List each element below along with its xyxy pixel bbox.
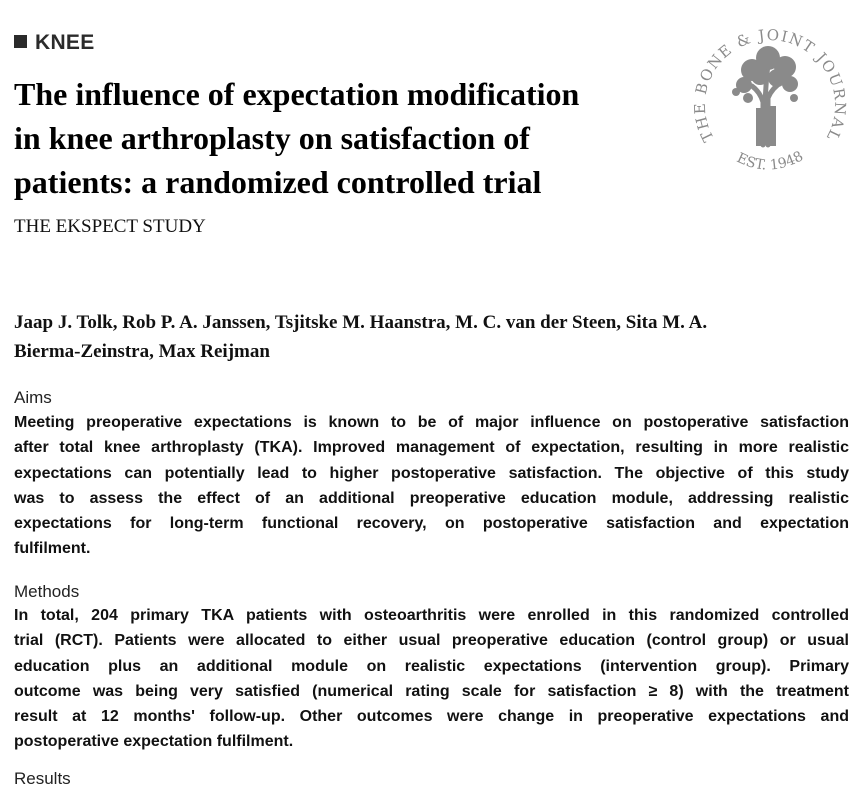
paragraph-line: trial (RCT). Patients were allocated to …: [14, 632, 849, 650]
paragraph-line: result at 12 months' follow-up. Other ou…: [14, 708, 849, 726]
paragraph-line: fulfilment.: [14, 540, 91, 558]
methods-heading: Methods: [14, 582, 80, 601]
paragraph-line: In total, 204 primary TKA patients with …: [14, 607, 849, 624]
paragraph-line: outcome was being very satisfied (numeri…: [14, 682, 849, 700]
title-line: The influence of expectation modificatio…: [14, 76, 580, 112]
logo-established-text: EST. 1948: [734, 148, 806, 173]
author-list: Jaap J. Tolk, Rob P. A. Janssen, Tsjitsk…: [14, 308, 844, 366]
paragraph-line: postoperative expectation fulfilment.: [14, 733, 294, 751]
title-line: in knee arthroplasty on satisfaction of: [14, 120, 530, 156]
article-subtitle: THE EKSPECT STUDY: [14, 216, 206, 237]
aims-heading: Aims: [14, 388, 52, 407]
author-line: Bierma-Zeinstra, Max Reijman: [14, 341, 270, 362]
title-line: patients: a randomized controlled trial: [14, 164, 542, 200]
methods-paragraph: In total, 204 primary TKA patients with …: [14, 603, 849, 755]
author-line: Jaap J. Tolk, Rob P. A. Janssen, Tsjitsk…: [14, 312, 708, 333]
aims-paragraph: Meeting preoperative expectations is kno…: [14, 410, 849, 562]
article-title: The influence of expectation modificatio…: [14, 72, 654, 204]
paragraph-line: after total knee arthroplasty (TKA). Imp…: [14, 439, 849, 457]
paragraph-line: expectations can potentially lead to hig…: [14, 464, 849, 482]
results-heading: Results: [14, 769, 71, 788]
tree-icon: [732, 46, 798, 148]
journal-logo: THE BONE & JOINT JOURNAL EST. 1948: [691, 26, 848, 174]
paragraph-line: Meeting preoperative expectations is kno…: [14, 414, 849, 431]
square-bullet-icon: [14, 35, 27, 48]
section-label-text: KNEE: [35, 31, 95, 54]
section-label: KNEE: [14, 31, 95, 55]
paragraph-line: expectations for long-term functional re…: [14, 515, 849, 533]
paragraph-line: was to assess the effect of an additiona…: [14, 489, 849, 507]
paragraph-line: education plus an additional module on r…: [14, 657, 849, 675]
